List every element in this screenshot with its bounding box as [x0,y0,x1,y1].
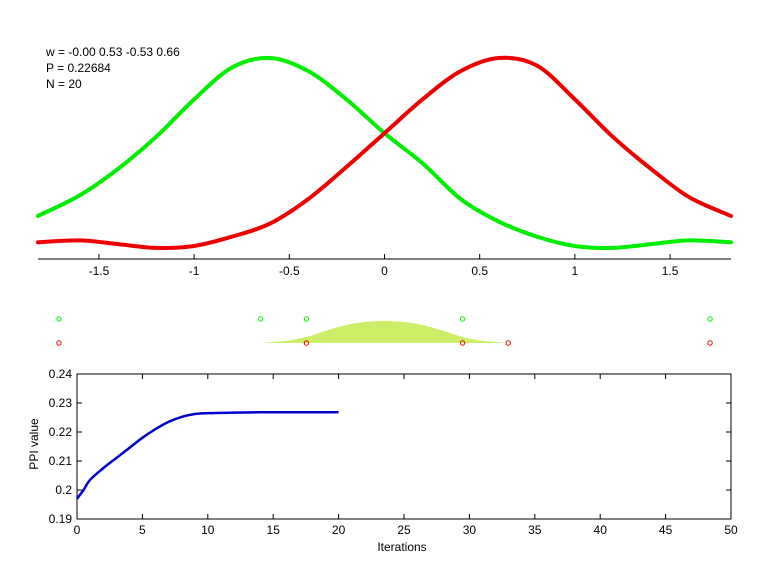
top-x-tick-label: -1.5 [89,264,110,278]
ppi-y-tick-label: 0.21 [49,454,73,468]
ppi-x-tick-label: 15 [267,523,281,537]
ppi-y-tick-label: 0.2 [55,483,72,497]
p-line: P = 0.22684 [46,61,111,75]
ppi-y-ticks: 0.19 0.2 0.21 0.22 0.23 0.24 [49,367,731,526]
ppi-x-tick-label: 20 [332,523,346,537]
red-curve [36,55,733,250]
ppi-y-tick-label: 0.24 [49,367,73,381]
ppi-x-tick-label: 25 [397,523,411,537]
ppi-x-tick-label: 10 [201,523,215,537]
ppi-x-tick-label: 45 [659,523,673,537]
ppi-axes-box [76,373,732,520]
top-x-tick-label: -0.5 [279,264,300,278]
green-sample-point [258,316,264,322]
top-x-tick-label: 1.5 [662,264,679,278]
green-sample-point [303,316,310,322]
red-sample-point [56,340,62,346]
green-sample-point [459,316,466,322]
info-text: w = -0.00 0.53 -0.53 0.66 P = 0.22684 N … [45,45,180,91]
top-series-group [36,55,733,250]
top-x-tick-label: -1 [189,264,200,278]
top-x-tick-label: 0.5 [471,264,488,278]
ppi-y-tick-label: 0.22 [49,425,73,439]
ppi-series-line [76,411,339,500]
density-area [260,321,509,343]
ppi-x-tick-label: 30 [463,523,477,537]
ppi-x-ticks: 0 5 10 15 20 25 30 35 40 45 50 [74,374,738,537]
top-x-tick-label: 1 [572,264,579,278]
red-sample-point [303,340,310,346]
sample-points [56,316,713,346]
top-curve-chart: -1.5 -1 -0.5 0 0.5 1 1.5 [36,55,733,278]
ppi-x-tick-label: 35 [528,523,542,537]
green-curve [36,55,733,250]
ppi-x-tick-label: 5 [139,523,146,537]
ppi-chart: 0 5 10 15 20 25 30 35 40 45 50 0.19 0.2 0.21 0.22 0.23… [27,367,738,554]
sample-strip [56,316,713,346]
ppi-y-tick-label: 0.19 [49,512,73,526]
top-x-tick-label: 0 [381,264,388,278]
w-line: w = -0.00 0.53 -0.53 0.66 [45,45,180,59]
green-sample-point [56,316,62,322]
ppi-x-tick-label: 50 [724,523,738,537]
top-x-ticks: -1.5 -1 -0.5 0 0.5 1 1.5 [89,254,679,278]
red-sample-point [707,340,713,346]
green-sample-point [707,316,713,322]
red-sample-point [459,340,466,346]
n-line: N = 20 [46,77,82,91]
red-sample-point [505,340,511,346]
ppi-x-tick-label: 0 [74,523,81,537]
ppi-y-label: PPI value [27,418,41,470]
ppi-x-label: Iterations [377,540,426,554]
ppi-x-tick-label: 40 [594,523,608,537]
ppi-y-tick-label: 0.23 [49,396,73,410]
